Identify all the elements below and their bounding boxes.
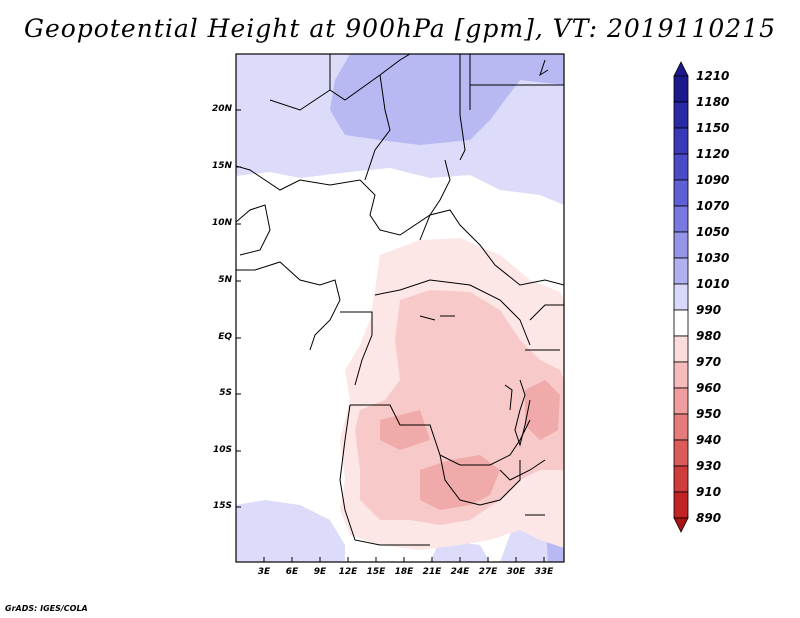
lat-label: 15N — [211, 161, 232, 171]
colorbar-segment — [673, 101, 689, 129]
lat-label: 10N — [211, 218, 232, 228]
lat-label: EQ — [218, 332, 232, 342]
colorbar-segment — [673, 283, 689, 311]
colorbar-segment — [673, 439, 689, 467]
lon-label: 12E — [338, 567, 358, 577]
colorbar-segment — [673, 387, 689, 415]
lon-label: 24E — [450, 567, 470, 577]
colorbar-level-label: 1050 — [696, 225, 730, 239]
map-frame — [235, 53, 565, 563]
lon-label: 30E — [506, 567, 526, 577]
colorbar-segment — [673, 205, 689, 233]
lat-label: 20N — [211, 104, 232, 114]
colorbar-level-label: 1180 — [696, 95, 730, 109]
colorbar-level-label: 1120 — [696, 147, 730, 161]
blue-south-west — [236, 500, 345, 562]
lat-label: 5N — [218, 275, 232, 285]
colorbar-segment — [673, 75, 689, 103]
lon-label: 33E — [534, 567, 554, 577]
lat-label: 15S — [212, 501, 232, 511]
colorbar-top-arrow — [673, 61, 689, 77]
colorbar-segment — [673, 465, 689, 493]
colorbar-level-label: 1150 — [696, 121, 730, 135]
map-title: Geopotential Height at 900hPa [gpm], VT:… — [23, 14, 777, 43]
colorbar-level-label: 1010 — [696, 277, 730, 291]
colorbar-segment — [673, 257, 689, 285]
colorbar-segment — [673, 413, 689, 441]
colorbar-level-label: 990 — [696, 303, 722, 317]
colorbar-level-label: 1210 — [696, 69, 730, 83]
colorbar-level-label: 910 — [696, 485, 722, 499]
colorbar-segment — [673, 153, 689, 181]
colorbar-level-label: 1070 — [696, 199, 730, 213]
colorbar-level-label: 950 — [696, 407, 722, 421]
colorbar-level-label: 890 — [696, 511, 722, 525]
lon-label: 27E — [478, 567, 498, 577]
colorbar-segment — [673, 309, 689, 337]
colorbar-bottom-arrow — [673, 517, 689, 533]
colorbar-segment — [673, 361, 689, 389]
lon-label: 3E — [257, 567, 271, 577]
lon-label: 6E — [285, 567, 299, 577]
colorbar-level-label: 940 — [696, 433, 722, 447]
lon-label: 9E — [313, 567, 327, 577]
footer-credit: GrADS: IGES/COLA — [5, 604, 88, 613]
colorbar-segment — [673, 491, 689, 519]
colorbar-segment — [673, 127, 689, 155]
lon-label: 15E — [366, 567, 386, 577]
pink-dark-region — [420, 455, 500, 510]
colorbar-level-label: 1030 — [696, 251, 730, 265]
colorbar-level-label: 1090 — [696, 173, 730, 187]
colorbar-segment — [673, 335, 689, 363]
colorbar-level-label: 930 — [696, 459, 722, 473]
colorbar-level-label: 970 — [696, 355, 722, 369]
lat-label: 10S — [212, 445, 232, 455]
colorbar-segment — [673, 231, 689, 259]
colorbar-level-label: 960 — [696, 381, 722, 395]
pink-mid-region — [355, 290, 564, 525]
colorbar-level-label: 980 — [696, 329, 722, 343]
axis-ticks — [236, 109, 545, 562]
lat-label: 5S — [219, 388, 232, 398]
country-borders — [236, 54, 564, 546]
colorbar-segment — [673, 179, 689, 207]
lon-label: 21E — [422, 567, 442, 577]
contour-fill — [236, 54, 564, 562]
lon-label: 18E — [394, 567, 414, 577]
